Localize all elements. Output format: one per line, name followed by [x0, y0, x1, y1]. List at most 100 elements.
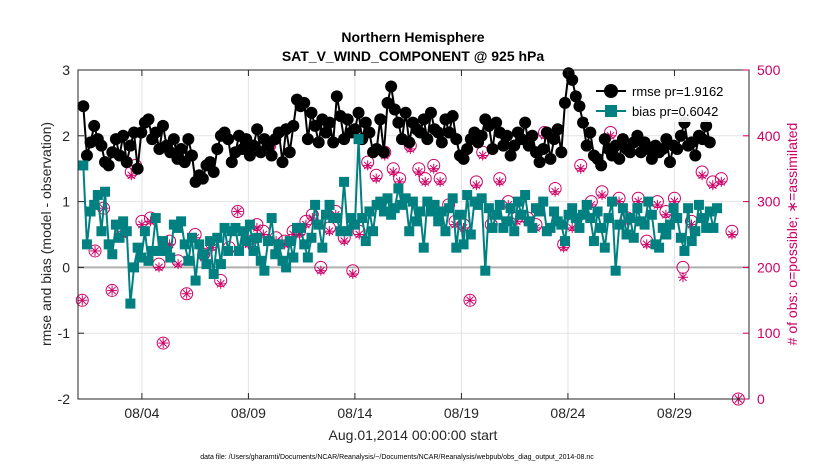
rmse-point — [392, 116, 405, 129]
obs-possible-point — [463, 293, 477, 307]
obs-assimilated-point — [550, 186, 561, 197]
bias-point — [458, 239, 469, 250]
rmse-point — [352, 106, 365, 119]
bias-point — [643, 196, 654, 207]
rmse-point — [211, 142, 224, 155]
rmse-point — [222, 133, 235, 146]
bias-point — [324, 199, 335, 210]
obs-assimilated-point — [232, 206, 243, 217]
bias-point — [190, 275, 201, 286]
obs-assimilated-point — [173, 259, 184, 270]
bias-point — [310, 199, 321, 210]
rmse-point — [323, 116, 336, 129]
bias-point — [281, 262, 292, 273]
obs-assimilated-point — [347, 268, 358, 279]
bias-point — [237, 226, 248, 237]
bias-point — [491, 209, 502, 220]
bias-point — [107, 249, 118, 260]
bias-point — [339, 176, 350, 187]
rmse-point — [204, 156, 217, 169]
obs-assimilated-point — [362, 160, 373, 171]
obs-assimilated-point — [660, 209, 671, 220]
chart-title: Northern Hemisphere — [341, 29, 484, 45]
bias-point — [487, 222, 498, 233]
bias-point — [331, 213, 342, 224]
obs-assimilated-point — [428, 163, 439, 174]
bias-point — [259, 265, 270, 276]
obs-assimilated-point — [597, 190, 608, 201]
rmse-point — [569, 90, 582, 103]
rmse-point — [374, 113, 387, 126]
rmse-point — [287, 119, 300, 132]
bias-point — [154, 245, 165, 256]
rmse-point — [558, 96, 571, 109]
y2-tick-label: 200 — [757, 259, 781, 275]
rmse-point — [573, 100, 586, 113]
bias-point — [596, 222, 607, 233]
bias-point — [520, 190, 531, 201]
rmse-point — [142, 113, 155, 126]
bias-point — [270, 249, 281, 260]
rmse-point — [624, 146, 637, 159]
bias-point — [440, 226, 451, 237]
bias-point — [349, 219, 360, 230]
bias-point — [664, 219, 675, 230]
bias-point — [389, 203, 400, 214]
obs-assimilated-point — [107, 285, 118, 296]
bias-point — [244, 219, 255, 230]
bias-point — [451, 242, 462, 253]
y-tick-label: 3 — [62, 62, 70, 78]
bias-point — [208, 268, 219, 279]
bias-point — [85, 206, 96, 217]
bias-point — [697, 213, 708, 224]
bias-point — [567, 203, 578, 214]
series-layer — [75, 67, 745, 406]
bias-point — [165, 252, 176, 263]
bias-point — [556, 219, 567, 230]
rmse-point — [377, 146, 390, 159]
bias-point — [273, 239, 284, 250]
bias-point — [625, 213, 636, 224]
bias-point — [433, 216, 444, 227]
rmse-point — [102, 159, 115, 172]
bias-point — [661, 229, 672, 240]
bias-point — [476, 193, 487, 204]
bias-point — [194, 239, 205, 250]
bias-point — [559, 236, 570, 247]
plot-frame — [77, 69, 750, 400]
obs-assimilated-point — [339, 236, 350, 247]
rmse-point — [135, 126, 148, 139]
bias-point — [407, 196, 418, 207]
bias-point — [197, 249, 208, 260]
bias-point — [299, 239, 310, 250]
bias-point — [581, 199, 592, 210]
bias-point — [100, 186, 111, 197]
y2-tick-label: 400 — [757, 128, 781, 144]
bias-point — [234, 245, 245, 256]
bias-point — [368, 226, 379, 237]
bias-point — [386, 209, 397, 220]
rmse-point — [385, 80, 398, 93]
bias-point — [672, 213, 683, 224]
obs-assimilated-point — [641, 239, 652, 250]
rmse-point — [251, 123, 264, 136]
bias-point — [103, 239, 114, 250]
bias-point — [382, 193, 393, 204]
bias-point — [78, 160, 89, 171]
y2-tick-label: 500 — [757, 62, 781, 78]
obs-assimilated-point — [652, 199, 663, 210]
rmse-point — [475, 129, 488, 142]
obs-possible-point — [105, 283, 119, 297]
rmse-point — [265, 149, 278, 162]
bias-point — [284, 236, 295, 247]
legend: rmse pr=1.9162 bias pr=0.6042 — [588, 79, 738, 122]
bias-point — [574, 222, 585, 233]
bias-point — [219, 222, 230, 233]
bias-point — [241, 236, 252, 247]
rmse-point — [598, 133, 611, 146]
bias-point — [404, 226, 415, 237]
rmse-point — [359, 116, 372, 129]
obs-assimilated-point — [153, 262, 164, 273]
obs-assimilated-point — [413, 166, 424, 177]
bias-point — [516, 209, 527, 220]
